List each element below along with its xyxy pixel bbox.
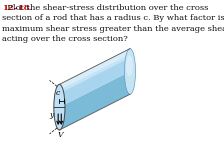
Polygon shape (59, 71, 130, 130)
Ellipse shape (126, 55, 133, 76)
Text: 12–18.: 12–18. (2, 4, 32, 12)
Polygon shape (59, 49, 130, 90)
Ellipse shape (54, 84, 65, 130)
Text: y: y (50, 111, 54, 119)
Polygon shape (59, 49, 130, 107)
Ellipse shape (124, 49, 136, 94)
Text: c: c (56, 89, 60, 97)
Text: V: V (57, 131, 63, 139)
Text: Plot the shear-stress distribution over the cross
section of a rod that has a ra: Plot the shear-stress distribution over … (2, 4, 224, 43)
Polygon shape (59, 49, 130, 93)
